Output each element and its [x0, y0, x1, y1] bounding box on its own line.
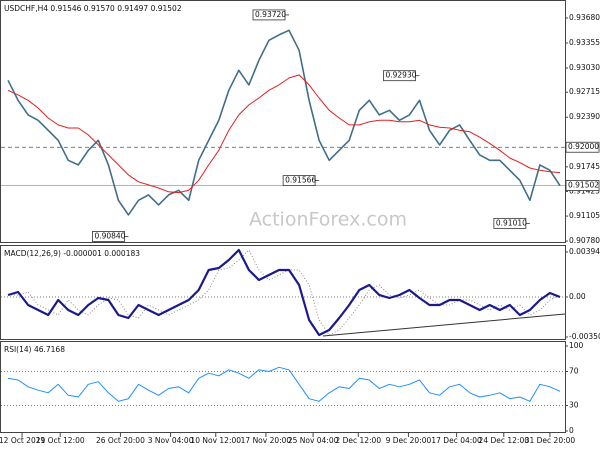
y-tick-label: 30 — [569, 400, 579, 409]
price-label: 0.92000 — [568, 142, 599, 151]
panel-frame — [0, 341, 566, 433]
series-line — [7, 74, 561, 194]
watermark: ActionForex.com — [249, 209, 407, 231]
price-label-box — [565, 141, 600, 153]
x-tick-label: 12 Oct 2021 — [0, 436, 45, 445]
y-tick-label: 70 — [569, 367, 579, 376]
y-tick-label: 0.92390 — [569, 112, 600, 121]
annotation-box — [493, 217, 527, 229]
x-tick-label: 25 Nov 04:00 — [288, 436, 339, 445]
annotation-box — [92, 231, 125, 242]
x-tick-label: 19 Oct 12:00 — [36, 436, 85, 445]
y-tick-label: 0.92715 — [569, 87, 600, 96]
x-tick-label: 2 Dec 12:00 — [335, 436, 381, 445]
y-tick-label: 0 — [569, 426, 574, 435]
price-label-box — [565, 180, 600, 191]
series-line — [7, 366, 561, 402]
y-tick-label: 0.90780 — [569, 236, 600, 245]
y-tick-label: 0.93030 — [569, 63, 600, 72]
y-tick-label: 0.93680 — [569, 13, 600, 22]
x-tick-label: 9 Dec 20:00 — [386, 436, 432, 445]
annotation-label: 0.92930 — [385, 71, 416, 80]
y-tick-label: 0.91105 — [569, 211, 600, 220]
x-tick-label: 17 Dec 04:00 — [431, 436, 482, 445]
x-tick-label: 31 Dec 20:00 — [525, 436, 576, 445]
y-tick-label: 0.003944 — [569, 247, 600, 256]
x-tick-label: 24 Dec 12:00 — [479, 436, 530, 445]
y-tick-label: 0.93355 — [569, 38, 600, 47]
x-tick-label: 3 Nov 04:00 — [148, 436, 194, 445]
annotation-label: 0.93720 — [255, 10, 286, 19]
panel-frame — [0, 0, 566, 243]
y-tick-label: 0.00 — [569, 292, 586, 301]
y-tick-label: 0.91425 — [569, 186, 600, 195]
y-tick-label: 100 — [569, 341, 584, 350]
annotation-label: 0.90840 — [94, 231, 125, 240]
annotation-box — [383, 70, 416, 82]
series-line — [7, 248, 561, 337]
panel-title: MACD(12,26,9) -0.000001 0.000183 — [4, 249, 140, 258]
x-tick-label: 17 Nov 20:00 — [241, 436, 292, 445]
annotation-box — [282, 175, 316, 187]
annotation-label: 0.91010 — [496, 218, 527, 227]
series-line — [7, 29, 561, 216]
y-tick-label: -0.003506 — [569, 332, 600, 341]
price-label: 0.91502 — [568, 181, 599, 190]
annotation-box — [252, 9, 286, 21]
x-tick-label: 10 Nov 12:00 — [190, 436, 241, 445]
panel-title: RSI(14) 46.7168 — [4, 345, 65, 354]
trend-line — [322, 313, 566, 337]
annotation-label: 0.91566 — [285, 176, 316, 185]
panel-title: USDCHF,H4 0.91546 0.91570 0.91497 0.9150… — [4, 4, 182, 13]
x-tick-label: 26 Oct 20:00 — [96, 436, 145, 445]
y-tick-label: 0.91745 — [569, 162, 600, 171]
panel-frame — [0, 245, 566, 340]
